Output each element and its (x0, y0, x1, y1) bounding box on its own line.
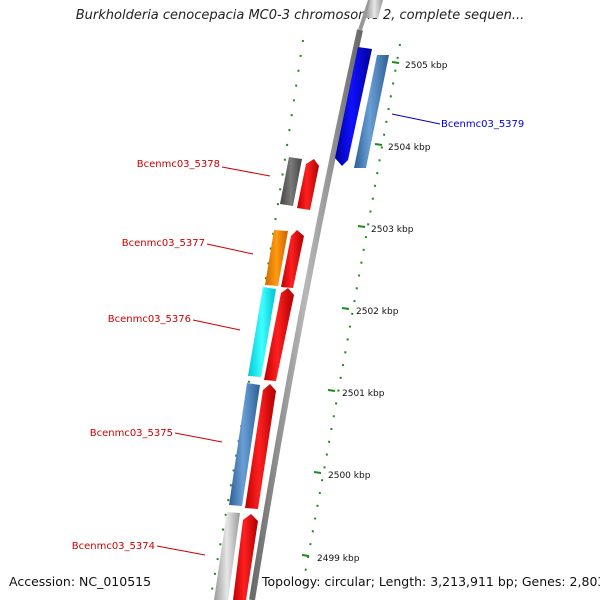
label-bcenmc03-5378[interactable]: Bcenmc03_5378 (137, 159, 220, 170)
gene-labels: Bcenmc03_5379 Bcenmc03_5378 Bcenmc03_537… (72, 119, 525, 552)
gene-bcenmc03-5379-steel[interactable] (354, 55, 389, 168)
label-bcenmc03-5377[interactable]: Bcenmc03_5377 (122, 238, 205, 249)
tick-label-2499: 2499 kbp (317, 554, 360, 564)
leader-lines (156, 113, 441, 556)
tick-label-2501: 2501 kbp (342, 389, 385, 399)
label-bcenmc03-5374[interactable]: Bcenmc03_5374 (72, 541, 155, 552)
gene-bcenmc03-5376-cyan[interactable] (248, 287, 276, 377)
tick-label-2505: 2505 kbp (405, 61, 448, 71)
gene-bcenmc03-5377-red[interactable] (281, 230, 304, 288)
topology-text: Topology: circular; Length: 3,213,911 bp… (262, 574, 600, 589)
gene-bcenmc03-5378-red[interactable] (297, 159, 319, 210)
map-title: Burkholderia cenocepacia MC0-3 chromosom… (75, 8, 525, 23)
label-bcenmc03-5379[interactable]: Bcenmc03_5379 (441, 119, 524, 130)
accession-text: Accession: NC_010515 (9, 574, 152, 589)
label-bcenmc03-5376[interactable]: Bcenmc03_5376 (108, 314, 191, 325)
gene-bcenmc03-5374-red[interactable] (233, 514, 258, 600)
gene-top-partial-steel (366, 0, 383, 18)
gene-bcenmc03-5377-orange[interactable] (265, 230, 288, 286)
gene-bcenmc03-5374-lightgray[interactable] (214, 512, 240, 600)
tick-label-2502: 2502 kbp (356, 307, 399, 317)
tick-label-2503: 2503 kbp (371, 225, 414, 235)
gene-bcenmc03-5375-steel[interactable] (229, 383, 260, 506)
gene-bcenmc03-5376-red[interactable] (264, 288, 294, 381)
kbp-ticks: 2505 kbp 2504 kbp 2503 kbp 2502 kbp 2501… (301, 61, 448, 564)
label-bcenmc03-5375[interactable]: Bcenmc03_5375 (90, 428, 173, 439)
gene-bcenmc03-5375-red[interactable] (245, 384, 276, 509)
chromosome-backbone-top (358, 0, 372, 31)
chromosome-backbone (249, 29, 363, 600)
tick-label-2504: 2504 kbp (388, 143, 431, 153)
gene-bcenmc03-5378-gray[interactable] (280, 157, 302, 206)
tick-label-2500: 2500 kbp (328, 471, 371, 481)
gene-bcenmc03-5379-blue[interactable] (335, 47, 372, 166)
outer-dashed-track (301, 43, 401, 591)
